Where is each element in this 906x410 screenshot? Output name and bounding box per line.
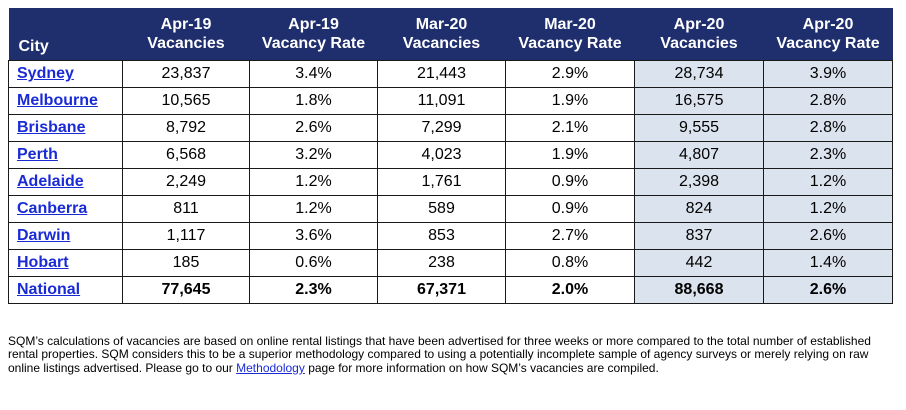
city-cell: Brisbane [8, 114, 123, 142]
value-cell: 4,807 [634, 141, 764, 169]
city-link[interactable]: Adelaide [17, 173, 84, 190]
city-link[interactable]: Canberra [17, 200, 88, 217]
value-cell: 1.2% [763, 168, 893, 196]
value-cell: 2.1% [505, 114, 635, 142]
value-cell: 589 [377, 195, 506, 223]
value-cell: 16,575 [634, 87, 764, 115]
city-link[interactable]: National [17, 281, 81, 298]
header-apr20-vacancies: Apr-20 Vacancies [634, 8, 764, 61]
city-cell: Adelaide [8, 168, 123, 196]
value-cell: 0.9% [505, 195, 635, 223]
value-cell: 28,734 [634, 60, 764, 88]
city-link[interactable]: Melbourne [17, 92, 98, 109]
value-cell: 77,645 [122, 276, 250, 304]
header-apr20-rate: Apr-20 Vacancy Rate [763, 8, 893, 61]
value-cell: 3.2% [249, 141, 378, 169]
header-mar20-vacancies: Mar-20 Vacancies [377, 8, 506, 61]
table-row: Perth 6,568 3.2% 4,023 1.9% 4,807 2.3% [8, 141, 893, 169]
city-link[interactable]: Hobart [17, 254, 69, 271]
value-cell: 3.9% [763, 60, 893, 88]
city-cell: Sydney [8, 60, 123, 88]
value-cell: 2.0% [505, 276, 635, 304]
footnote: SQM’s calculations of vacancies are base… [8, 334, 871, 375]
city-link[interactable]: Brisbane [17, 119, 86, 136]
table-row: Melbourne 10,565 1.8% 11,091 1.9% 16,575 2.8% [8, 87, 893, 115]
table-row: Hobart 185 0.6% 238 0.8% 442 1.4% [8, 249, 893, 277]
value-cell: 1.2% [249, 195, 378, 223]
city-cell: Darwin [8, 222, 123, 250]
value-cell: 238 [377, 249, 506, 277]
header-apr19-vacancies: Apr-19 Vacancies [122, 8, 250, 61]
city-link[interactable]: Perth [17, 146, 58, 163]
value-cell: 2.6% [249, 114, 378, 142]
value-cell: 8,792 [122, 114, 250, 142]
table-row: Adelaide 2,249 1.2% 1,761 0.9% 2,398 1.2% [8, 168, 893, 196]
city-cell: Perth [8, 141, 123, 169]
value-cell: 1,761 [377, 168, 506, 196]
value-cell: 2.3% [763, 141, 893, 169]
value-cell: 2.6% [763, 222, 893, 250]
table-row: Brisbane 8,792 2.6% 7,299 2.1% 9,555 2.8% [8, 114, 893, 142]
value-cell: 2.8% [763, 114, 893, 142]
city-cell: National [8, 276, 123, 304]
value-cell: 853 [377, 222, 506, 250]
value-cell: 2.3% [249, 276, 378, 304]
value-cell: 0.6% [249, 249, 378, 277]
value-cell: 88,668 [634, 276, 764, 304]
header-apr19-rate: Apr-19 Vacancy Rate [249, 8, 378, 61]
value-cell: 2.8% [763, 87, 893, 115]
table-row: Sydney 23,837 3.4% 21,443 2.9% 28,734 3.9% [8, 60, 893, 88]
value-cell: 23,837 [122, 60, 250, 88]
table-row: Darwin 1,117 3.6% 853 2.7% 837 2.6% [8, 222, 893, 250]
value-cell: 2.9% [505, 60, 635, 88]
value-cell: 21,443 [377, 60, 506, 88]
methodology-link[interactable]: Methodology [236, 360, 305, 375]
value-cell: 9,555 [634, 114, 764, 142]
value-cell: 10,565 [122, 87, 250, 115]
value-cell: 442 [634, 249, 764, 277]
value-cell: 1.8% [249, 87, 378, 115]
value-cell: 67,371 [377, 276, 506, 304]
value-cell: 1.4% [763, 249, 893, 277]
value-cell: 837 [634, 222, 764, 250]
value-cell: 0.8% [505, 249, 635, 277]
value-cell: 0.9% [505, 168, 635, 196]
value-cell: 2,249 [122, 168, 250, 196]
value-cell: 185 [122, 249, 250, 277]
header-row: City Apr-19 Vacancies Apr-19 Vacancy Rate … [8, 8, 893, 61]
value-cell: 1.9% [505, 87, 635, 115]
table-row: National 77,645 2.3% 67,371 2.0% 88,668 2.6% [8, 276, 893, 304]
city-link[interactable]: Sydney [17, 65, 74, 82]
value-cell: 2,398 [634, 168, 764, 196]
value-cell: 1,117 [122, 222, 250, 250]
value-cell: 811 [122, 195, 250, 223]
value-cell: 1.9% [505, 141, 635, 169]
value-cell: 11,091 [377, 87, 506, 115]
header-mar20-rate: Mar-20 Vacancy Rate [505, 8, 635, 61]
city-cell: Canberra [8, 195, 123, 223]
value-cell: 4,023 [377, 141, 506, 169]
value-cell: 3.6% [249, 222, 378, 250]
value-cell: 824 [634, 195, 764, 223]
city-cell: Hobart [8, 249, 123, 277]
value-cell: 2.7% [505, 222, 635, 250]
value-cell: 1.2% [763, 195, 893, 223]
city-cell: Melbourne [8, 87, 123, 115]
value-cell: 2.6% [763, 276, 893, 304]
city-link[interactable]: Darwin [17, 227, 71, 244]
value-cell: 6,568 [122, 141, 250, 169]
value-cell: 3.4% [249, 60, 378, 88]
table-row: Canberra 811 1.2% 589 0.9% 824 1.2% [8, 195, 893, 223]
vacancy-table: City Apr-19 Vacancies Apr-19 Vacancy Rate … [8, 8, 893, 304]
value-cell: 1.2% [249, 168, 378, 196]
value-cell: 7,299 [377, 114, 506, 142]
header-city: City [8, 8, 123, 61]
